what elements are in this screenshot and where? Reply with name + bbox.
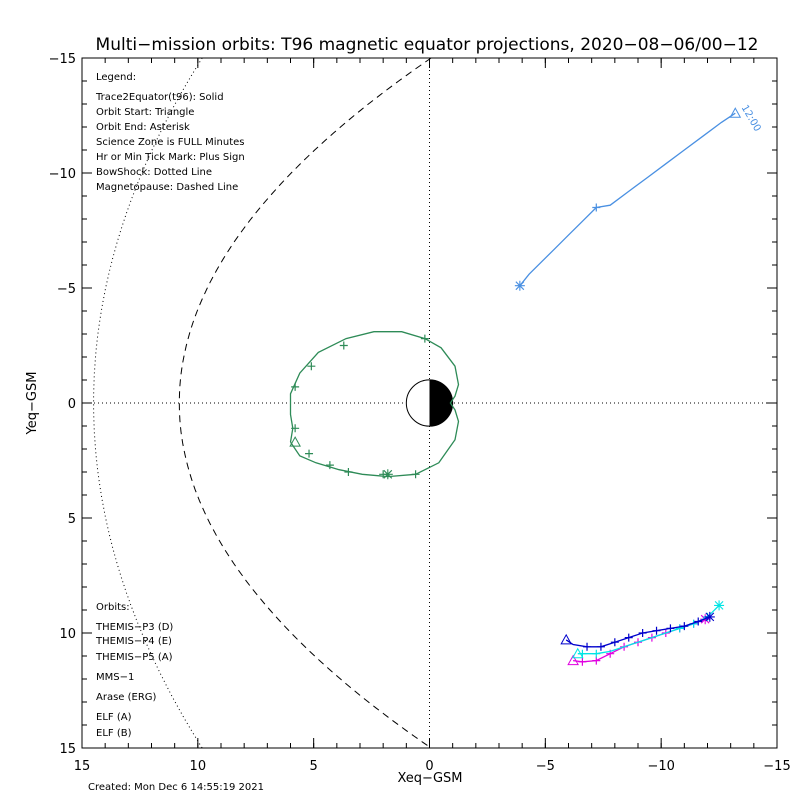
earth bbox=[405, 379, 454, 427]
x-tick-label: −10 bbox=[647, 759, 674, 774]
orbit-tick-themis-p4-e bbox=[624, 633, 633, 642]
orbit-tick-themis-p4-e bbox=[610, 638, 619, 647]
orbit-tick-arase-erg bbox=[291, 424, 300, 433]
legend-line-1: Trace2Equator(t96): Solid bbox=[95, 92, 224, 103]
orbit-annotation-elf-a: 12:00 bbox=[739, 103, 763, 133]
legend-line-7: Magnetopause: Dashed Line bbox=[96, 182, 238, 193]
orbit-start-themis-p3-d bbox=[571, 647, 584, 659]
orbit-tick-themis-p4-e bbox=[680, 622, 689, 631]
boundaries bbox=[93, 57, 432, 749]
orbit-legend-arase: Arase (ERG) bbox=[96, 692, 157, 703]
legend-line-5: Hr or Min Tick Mark: Plus Sign bbox=[96, 152, 245, 163]
x-tick-label: −15 bbox=[763, 759, 790, 774]
orbit-start-elf-a bbox=[729, 107, 742, 118]
orbit-line-arase-erg bbox=[289, 331, 460, 478]
orbit-end-elf-a bbox=[514, 280, 525, 291]
orbit-legend-elf-b: ELF (B) bbox=[96, 728, 132, 739]
orbit-tick-arase-erg bbox=[344, 468, 353, 476]
orbit-tick-arase-erg bbox=[291, 382, 300, 391]
orbit-tick-arase-erg bbox=[411, 470, 420, 479]
orbit-tick-themis-p5-a bbox=[592, 656, 601, 665]
legend-line-4: Science Zone is FULL Minutes bbox=[96, 137, 245, 148]
legend-title: Legend: bbox=[96, 72, 136, 83]
legend-line-6: BowShock: Dotted Line bbox=[96, 167, 212, 178]
y-tick-label: −5 bbox=[57, 282, 76, 297]
orbit-tick-arase-erg bbox=[339, 341, 348, 350]
orbit-legend-themis-p5: THEMIS−P5 (A) bbox=[95, 652, 173, 663]
y-tick-label: −10 bbox=[49, 167, 76, 182]
y-tick-label: 5 bbox=[68, 512, 76, 527]
orbit-start-themis-p5-a bbox=[567, 654, 579, 666]
orbit-series: 12:00 bbox=[289, 103, 763, 666]
orbit-tick-themis-p4-e bbox=[596, 642, 605, 651]
orbit-end-arase-erg bbox=[382, 469, 393, 480]
x-tick-label: 10 bbox=[190, 759, 207, 774]
orbit-tick-themis-p5-a bbox=[578, 657, 587, 666]
orbit-start-arase-erg bbox=[289, 436, 301, 447]
orbit-start-themis-p4-e bbox=[560, 633, 573, 645]
magnetopause-line bbox=[178, 57, 432, 749]
y-axis-label: Yeq−GSM bbox=[25, 372, 40, 436]
earth-night-side bbox=[429, 379, 453, 427]
orbit-end-themis-p3-d bbox=[714, 600, 725, 611]
orbit-tick-arase-erg bbox=[420, 334, 429, 343]
orbit-tick-themis-p4-e bbox=[638, 629, 647, 637]
orbits-title: Orbits: bbox=[96, 602, 130, 613]
x-tick-label: 5 bbox=[310, 759, 318, 774]
legend-line-3: Orbit End: Asterisk bbox=[96, 122, 190, 133]
orbit-tick-arase-erg bbox=[305, 449, 314, 458]
legend-line-2: Orbit Start: Triangle bbox=[96, 107, 194, 118]
orbit-tick-themis-p4-e bbox=[652, 626, 661, 635]
orbit-tick-themis-p4-e bbox=[694, 617, 703, 626]
orbit-tick-arase-erg bbox=[325, 461, 334, 470]
x-tick-label: 15 bbox=[74, 759, 91, 774]
y-tick-label: 15 bbox=[59, 742, 76, 757]
orbit-legend-mms1: MMS−1 bbox=[96, 672, 134, 683]
y-tick-label: −15 bbox=[49, 52, 76, 67]
x-tick-label: 0 bbox=[425, 759, 433, 774]
orbits-legend: Orbits: THEMIS−P3 (D) THEMIS−P4 (E) THEM… bbox=[95, 602, 173, 739]
orbit-tick-themis-p3-d bbox=[675, 624, 684, 633]
orbit-legend-elf-a: ELF (A) bbox=[96, 712, 132, 723]
orbit-tick-elf-a bbox=[592, 203, 601, 212]
orbit-tick-themis-p4-e bbox=[583, 642, 592, 651]
orbit-line-elf-a bbox=[519, 112, 736, 287]
y-tick-label: 0 bbox=[68, 397, 76, 412]
legend-block: Legend: Trace2Equator(t96): Solid Orbit … bbox=[95, 72, 245, 193]
chart-title: Multi−mission orbits: T96 magnetic equat… bbox=[96, 35, 759, 55]
x-tick-label: −5 bbox=[536, 759, 555, 774]
created-timestamp: Created: Mon Dec 6 14:55:19 2021 bbox=[88, 782, 264, 793]
orbit-end-themis-p4-e bbox=[704, 611, 715, 622]
orbit-tick-themis-p3-d bbox=[592, 649, 601, 658]
orbit-legend-themis-p4: THEMIS−P4 (E) bbox=[95, 636, 172, 647]
orbit-tick-themis-p4-e bbox=[666, 624, 675, 633]
orbit-legend-themis-p3: THEMIS−P3 (D) bbox=[95, 622, 173, 633]
x-axis-label: Xeq−GSM bbox=[397, 771, 462, 786]
orbit-tick-arase-erg bbox=[307, 362, 316, 371]
y-tick-label: 10 bbox=[59, 627, 76, 642]
